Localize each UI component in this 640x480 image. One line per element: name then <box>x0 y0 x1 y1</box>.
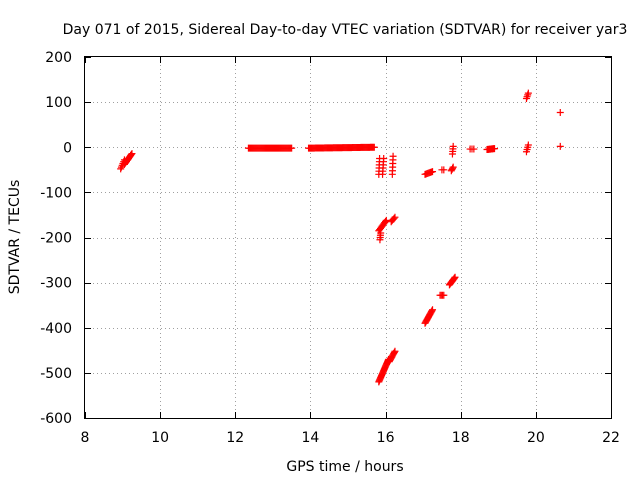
data-point <box>451 273 459 281</box>
x-tick-label: 16 <box>377 430 395 446</box>
y-tick-label: -300 <box>40 276 72 292</box>
x-tick-label: 22 <box>602 430 620 446</box>
x-tick-label: 10 <box>151 430 169 446</box>
y-tick-label: -600 <box>40 411 72 427</box>
x-tick-label: 12 <box>226 430 244 446</box>
data-point <box>440 166 448 174</box>
x-tick-label: 8 <box>81 430 90 446</box>
chart-title: Day 071 of 2015, Sidereal Day-to-day VTE… <box>63 22 628 38</box>
y-tick-label: -200 <box>40 231 72 247</box>
y-axis-title: SDTVAR / TECUs <box>7 180 23 295</box>
data-point <box>450 274 458 282</box>
data-point <box>288 144 296 152</box>
y-tick-label: -500 <box>40 366 72 382</box>
data-point <box>524 89 532 97</box>
data-point <box>524 91 532 99</box>
data-point <box>128 150 136 158</box>
grid-lines <box>85 57 611 418</box>
data-point <box>470 145 478 153</box>
x-tick-label: 18 <box>452 430 470 446</box>
data-point <box>389 152 397 160</box>
data-point <box>491 145 499 153</box>
x-tick-label: 14 <box>302 430 320 446</box>
data-point <box>556 109 564 117</box>
data-point <box>429 306 437 314</box>
y-tick-label: 200 <box>45 50 72 66</box>
data-point <box>390 214 398 222</box>
data-points <box>117 89 564 386</box>
y-tick-label: 100 <box>45 95 72 111</box>
y-tick-label: -400 <box>40 321 72 337</box>
data-point <box>380 155 388 163</box>
x-axis-title: GPS time / hours <box>286 459 403 475</box>
y-tick-label: -100 <box>40 185 72 201</box>
data-point <box>370 143 378 151</box>
x-tick-label: 20 <box>527 430 545 446</box>
plot-frame <box>84 56 612 419</box>
data-point <box>391 347 399 355</box>
data-point <box>127 151 135 159</box>
data-point <box>440 291 448 299</box>
data-point <box>391 213 399 221</box>
data-point <box>390 348 398 356</box>
y-tick-label: 0 <box>63 140 72 156</box>
data-point <box>449 164 457 172</box>
data-point <box>523 93 531 101</box>
data-point <box>524 141 532 149</box>
axis-ticks: 8 10 12 14 16 18 20 22 -600 -500 -400 -300 -200 -100 0… <box>40 50 620 446</box>
data-point <box>449 142 457 150</box>
data-point <box>450 275 458 283</box>
data-point <box>429 168 437 176</box>
data-point <box>449 163 457 171</box>
data-point <box>556 142 564 150</box>
